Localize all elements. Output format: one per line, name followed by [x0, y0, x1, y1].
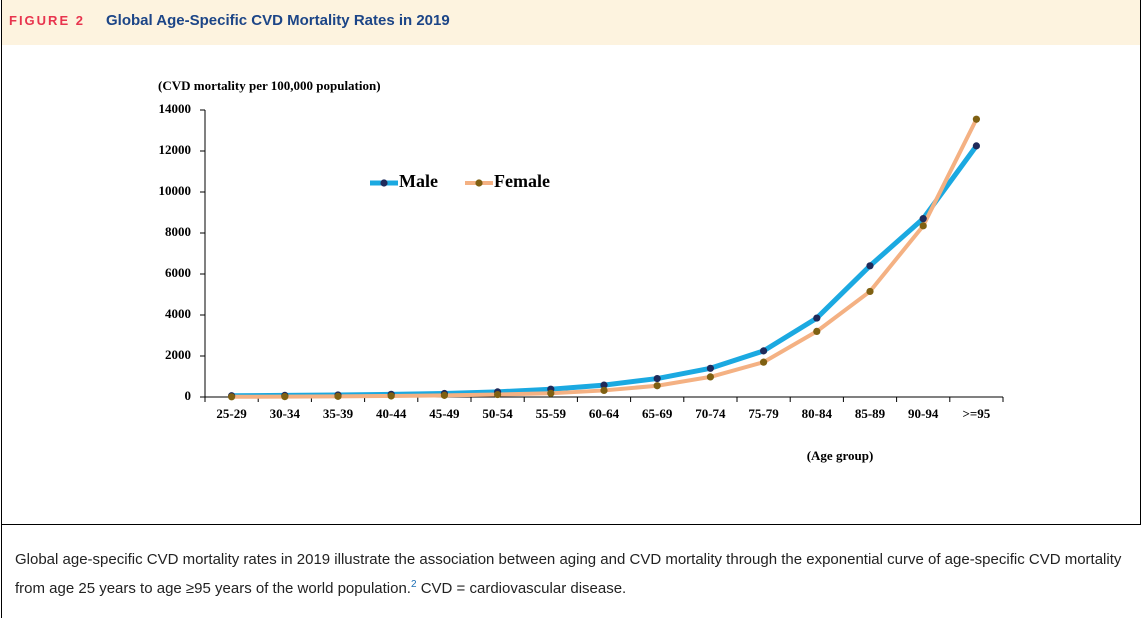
data-point — [440, 391, 448, 399]
data-point — [653, 382, 661, 390]
y-tick-label: 4000 — [165, 306, 191, 321]
x-tick-label: 85-89 — [855, 406, 886, 421]
data-point — [919, 215, 927, 223]
legend-label: Male — [399, 171, 438, 191]
x-tick-label: 30-34 — [270, 406, 301, 421]
x-tick-label: 70-74 — [695, 406, 726, 421]
legend-marker — [475, 179, 483, 187]
x-tick-label: 35-39 — [323, 406, 354, 421]
data-point — [494, 390, 502, 399]
data-point — [706, 364, 715, 372]
data-point — [600, 386, 608, 395]
x-tick-label: 45-49 — [429, 406, 460, 421]
data-point — [387, 392, 395, 400]
y-tick-label: 10000 — [159, 183, 192, 198]
y-tick-label: 2000 — [165, 347, 191, 362]
figure-label: FIGURE 2 — [9, 13, 85, 28]
reference[interactable]: 2 — [410, 579, 417, 590]
data-point — [866, 262, 874, 270]
legend-marker — [380, 179, 388, 187]
data-point — [653, 374, 661, 383]
data-point — [813, 314, 821, 322]
y-tick-label: 14000 — [159, 101, 192, 116]
data-point — [228, 393, 236, 401]
data-point — [972, 115, 981, 123]
data-point — [706, 373, 715, 381]
x-tick-label: 50-54 — [482, 406, 513, 421]
y-tick-label: 8000 — [165, 224, 191, 239]
border — [1, 0, 2, 618]
x-tick-label: >=95 — [962, 406, 990, 421]
x-tick-label: 80-84 — [802, 406, 833, 421]
data-point — [600, 381, 608, 389]
data-point — [919, 222, 927, 230]
border — [1140, 0, 1141, 525]
x-tick-label: 25-29 — [216, 406, 247, 421]
data-point — [547, 389, 555, 397]
x-tick-label: 65-69 — [642, 406, 673, 421]
data-point — [866, 287, 874, 296]
y-tick-label: 12000 — [159, 142, 192, 157]
x-tick-label: 40-44 — [376, 406, 407, 421]
caption-text: Global age-specific CVD mortality rates … — [15, 551, 1122, 597]
series-line — [231, 144, 979, 399]
data-point — [972, 142, 981, 150]
figure-header: FIGURE 2 Global Age-Specific CVD Mortali… — [2, 0, 1140, 45]
x-tick-label: 75-79 — [748, 406, 779, 421]
caption-text: CVD = cardiovascular disease. — [416, 580, 627, 597]
chart: (CVD mortality per 100,000 population) (A… — [158, 78, 1004, 463]
caption: Global age-specific CVD mortality rates … — [15, 547, 1125, 601]
y-axis-label: (CVD mortality per 100,000 population) — [158, 78, 381, 93]
y-tick-label: 6000 — [165, 265, 191, 280]
data-point — [760, 358, 768, 366]
x-axis-label: (Age group) — [807, 448, 874, 463]
data-point — [760, 347, 768, 355]
legend-label: Female — [494, 171, 550, 191]
y-tick-label: 0 — [185, 388, 192, 403]
x-tick-label: 60-64 — [589, 406, 620, 421]
x-tick-label: 55-59 — [536, 406, 567, 421]
x-tick-label: 90-94 — [908, 406, 939, 421]
series-line — [231, 118, 979, 399]
figure-title: Global Age-Specific CVD Mortality Rates … — [106, 12, 450, 29]
data-point — [281, 392, 289, 401]
border — [1, 524, 1141, 525]
data-point — [334, 392, 342, 400]
data-point — [813, 327, 821, 335]
